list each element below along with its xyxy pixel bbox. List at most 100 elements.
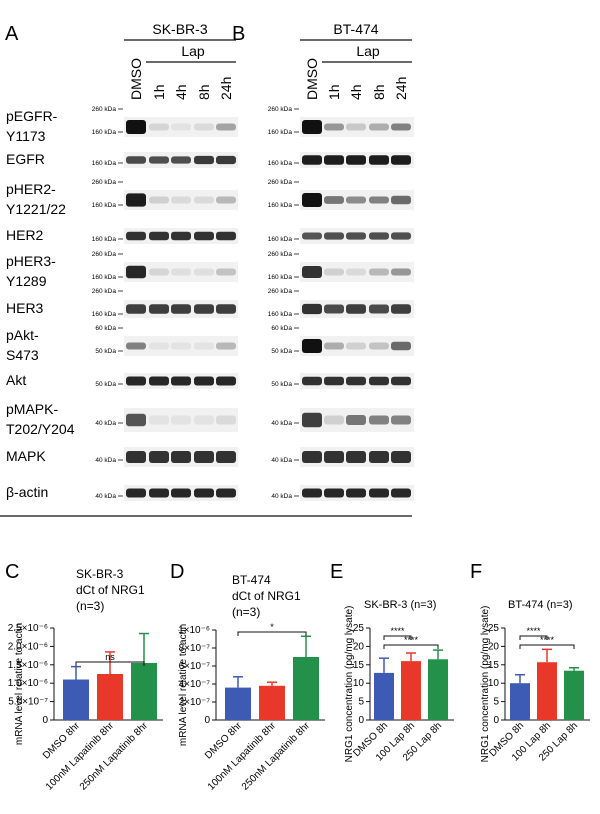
cell-line-label: SK-BR-3: [152, 21, 207, 37]
treatment-label: Lap: [356, 43, 380, 59]
kda-marker: 260 kDa: [268, 251, 293, 258]
kda-marker: 160 kDa: [268, 129, 293, 136]
blot-row: Akt 50 kDa 50 kDa: [6, 372, 414, 389]
blot-band: [302, 303, 322, 315]
blot-strip: [124, 117, 238, 137]
lane-label: 1h: [326, 84, 342, 100]
y-axis-label: mRNA level relative to actin: [14, 623, 25, 745]
blot-band: [149, 156, 169, 164]
kda-marker: 160 kDa: [92, 274, 117, 281]
blot-band: [149, 342, 169, 350]
treatment-label: Lap: [181, 43, 205, 59]
blot-row: pMAPK- T202/Y204 40 kDa 40 kDa: [6, 401, 414, 437]
significance-label: ****: [390, 626, 405, 636]
blot-strip: [124, 190, 238, 210]
kda-marker: 160 kDa: [268, 274, 293, 281]
protein-label: Akt: [6, 372, 26, 388]
significance-bracket: [75, 661, 145, 666]
y-tick-label: 2.0×10⁻⁶: [8, 641, 48, 652]
blot-band: [369, 451, 389, 463]
blot-row: HER2 160 kDa 160 kDa: [6, 227, 414, 244]
bar-charts: SK-BR-3 dCt of NRG1 (n=3) 0 5.0×10⁻⁷ 1.0×10⁻⁶…: [8, 567, 590, 793]
bar: [97, 674, 123, 720]
kda-marker: 50 kDa: [271, 381, 292, 388]
y-tick-label: 15: [353, 660, 365, 671]
significance-bracket: [237, 631, 307, 636]
bar: [63, 679, 89, 720]
significance-bracket: [383, 635, 412, 640]
protein-label: S473: [6, 347, 39, 363]
y-tick-label: 0: [42, 715, 48, 726]
kda-marker: 160 kDa: [268, 311, 293, 318]
chart-title: (n=3): [76, 599, 104, 613]
blot-band: [216, 268, 236, 276]
blot-band: [324, 304, 344, 314]
blot-band: [302, 120, 322, 134]
y-tick-label: 0: [493, 715, 499, 726]
blot-band: [216, 196, 236, 204]
significance-bracket: [383, 644, 439, 649]
blot-band: [216, 304, 236, 314]
blot-band: [216, 342, 236, 350]
blot-band: [149, 123, 169, 131]
lane-label: DMSO: [304, 58, 320, 100]
protein-label: Y1173: [6, 128, 46, 144]
blot-band: [324, 451, 344, 463]
kda-marker: 160 kDa: [92, 160, 117, 167]
blot-band: [391, 376, 411, 386]
lane-label: 4h: [348, 84, 364, 100]
kda-marker: 40 kDa: [271, 457, 292, 464]
blot-strip: [300, 190, 414, 210]
blot-band: [346, 488, 366, 498]
blot-band: [324, 342, 344, 350]
blot-band: [324, 196, 344, 204]
blot-band: [369, 268, 389, 276]
blot-band: [216, 231, 236, 241]
blot-band: [171, 415, 191, 425]
blot-band: [171, 451, 191, 463]
y-tick-label: 1.0×10⁻⁶: [8, 678, 48, 689]
protein-label: β-actin: [6, 484, 48, 500]
panel-letter-b: B: [232, 23, 245, 45]
significance-label: ****: [540, 635, 555, 645]
protein-label: pHER2-: [6, 181, 56, 197]
blot-band: [171, 196, 191, 204]
significance-label: *: [270, 622, 274, 632]
blot-band: [346, 155, 366, 165]
bar: [401, 661, 421, 720]
kda-marker: 60 kDa: [271, 325, 292, 332]
blot-band: [194, 155, 214, 165]
y-tick-label: 25: [488, 623, 500, 634]
blot-band: [216, 451, 236, 463]
y-tick-label: 1×10⁻⁶: [178, 625, 210, 636]
blot-band: [216, 123, 236, 131]
blot-band: [126, 193, 146, 207]
blot-band: [391, 488, 411, 498]
panel-letter-d: D: [170, 561, 184, 583]
kda-marker: 260 kDa: [268, 288, 293, 295]
y-tick-label: 10: [488, 678, 500, 689]
kda-marker: 260 kDa: [92, 106, 117, 113]
lane-label: 4h: [173, 84, 189, 100]
blot-band: [149, 231, 169, 241]
lane-labels: DMSO 1h 4h 8h 24h DMSO 1h 4h 8h 24h: [128, 58, 409, 100]
blot-band: [149, 304, 169, 314]
blot-strip: [300, 117, 414, 137]
blot-band: [346, 342, 366, 350]
kda-marker: 50 kDa: [271, 348, 292, 355]
kda-marker: 260 kDa: [268, 106, 293, 113]
blot-band: [194, 123, 214, 131]
blot-row: pHER3- Y1289 260 kDa 260 kDa 160 kDa 160 kDa: [6, 251, 414, 289]
kda-marker: 50 kDa: [95, 348, 116, 355]
kda-marker: 160 kDa: [92, 202, 117, 209]
kda-marker: 260 kDa: [92, 251, 117, 258]
kda-marker: 160 kDa: [92, 236, 117, 243]
kda-marker: 160 kDa: [268, 160, 293, 167]
panel-letter-f: F: [470, 561, 482, 583]
category-label: 250nM Lapatinib 8hr: [240, 720, 313, 793]
blot-band: [391, 155, 411, 165]
chart-title: dCt of NRG1: [232, 589, 301, 603]
blot-strip: [124, 262, 238, 282]
blot-band: [369, 196, 389, 204]
blot-band: [171, 231, 191, 241]
